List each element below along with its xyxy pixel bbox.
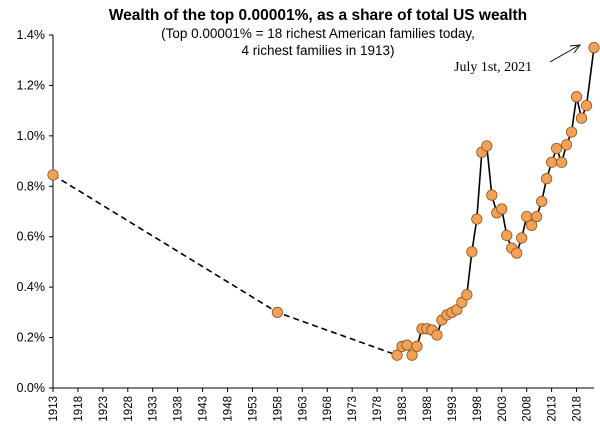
x-tick-label: 1923 [98,396,110,422]
x-tick-label: 1973 [347,396,359,422]
data-point [546,156,558,168]
data-point [431,329,443,341]
data-point [411,340,423,352]
annotation-arrow-head [569,44,582,54]
series-lines [52,47,595,357]
data-point [406,349,418,361]
data-point [501,229,513,242]
data-point [461,289,473,301]
chart-subtitle-line-2: 4 richest families in 1913) [241,43,394,58]
data-point [565,126,578,138]
data-point [496,203,508,215]
y-tick-label: 0.2% [17,331,46,345]
x-tick-label: 1993 [447,396,459,422]
data-point [541,173,553,185]
y-tick-label: 0.4% [17,280,46,294]
annotation-label: July 1st, 2021 [454,60,532,75]
x-tick-label: 1958 [272,396,284,422]
data-point [47,169,59,181]
y-axis: 0.0% 0.2% 0.4% 0.6% 0.8% 1.0% 1.2% 1.4% [17,28,54,395]
x-tick-label: 1968 [322,396,334,422]
data-point [580,100,593,112]
data-point [481,140,493,152]
series-line-dashed [52,174,398,356]
data-point [560,139,573,151]
data-point [570,91,583,103]
data-point [391,349,403,361]
x-tick-label: 1938 [173,396,185,422]
data-point [401,339,413,351]
y-tick-label: 0.6% [17,230,46,244]
x-tick-label: 2013 [547,396,559,422]
x-axis: 1913 1918 1923 1928 1933 1938 1943 1948 1953 1958… [48,387,594,422]
data-point [516,232,528,244]
chart-subtitle-line-1: (Top 0.00001% = 18 richest American fami… [161,26,475,41]
annotation-july-2021: July 1st, 2021 [454,44,582,75]
data-point [486,189,498,201]
x-tick-label: 1963 [297,396,309,422]
x-tick-label: 2003 [497,396,509,422]
y-tick-label: 0.0% [17,381,46,395]
x-tick-label: 1928 [123,396,135,422]
x-tick-label: 1913 [48,396,60,422]
series-line-solid [396,47,595,357]
y-tick-label: 1.0% [17,129,46,143]
data-point [551,142,563,155]
x-tick-label: 1943 [198,396,210,422]
data-point [511,247,523,259]
data-point [575,112,588,124]
x-tick-label: 1953 [247,396,259,422]
data-point [271,306,283,318]
x-tick-label: 2018 [572,396,584,422]
y-tick-label: 1.4% [17,28,46,42]
y-tick-label: 0.8% [17,179,46,193]
data-point [526,219,538,231]
x-tick-label: 1918 [73,396,85,422]
data-point [471,213,483,225]
x-tick-label: 1978 [372,396,384,422]
data-point [588,42,600,54]
data-point [536,195,548,208]
data-point [531,210,543,223]
x-tick-label: 1983 [397,396,409,422]
x-tick-label: 1988 [422,396,434,422]
x-tick-label: 1933 [148,396,160,422]
data-point [555,156,568,168]
x-tick-label: 2008 [522,396,534,422]
chart-title: Wealth of the top 0.00001%, as a share o… [109,7,527,24]
x-tick-label: 1948 [223,396,235,422]
y-tick-label: 1.2% [17,78,46,92]
series-points [47,42,600,361]
data-point [466,246,478,258]
x-tick-label: 1998 [472,396,484,422]
annotation-arrow [549,45,579,63]
